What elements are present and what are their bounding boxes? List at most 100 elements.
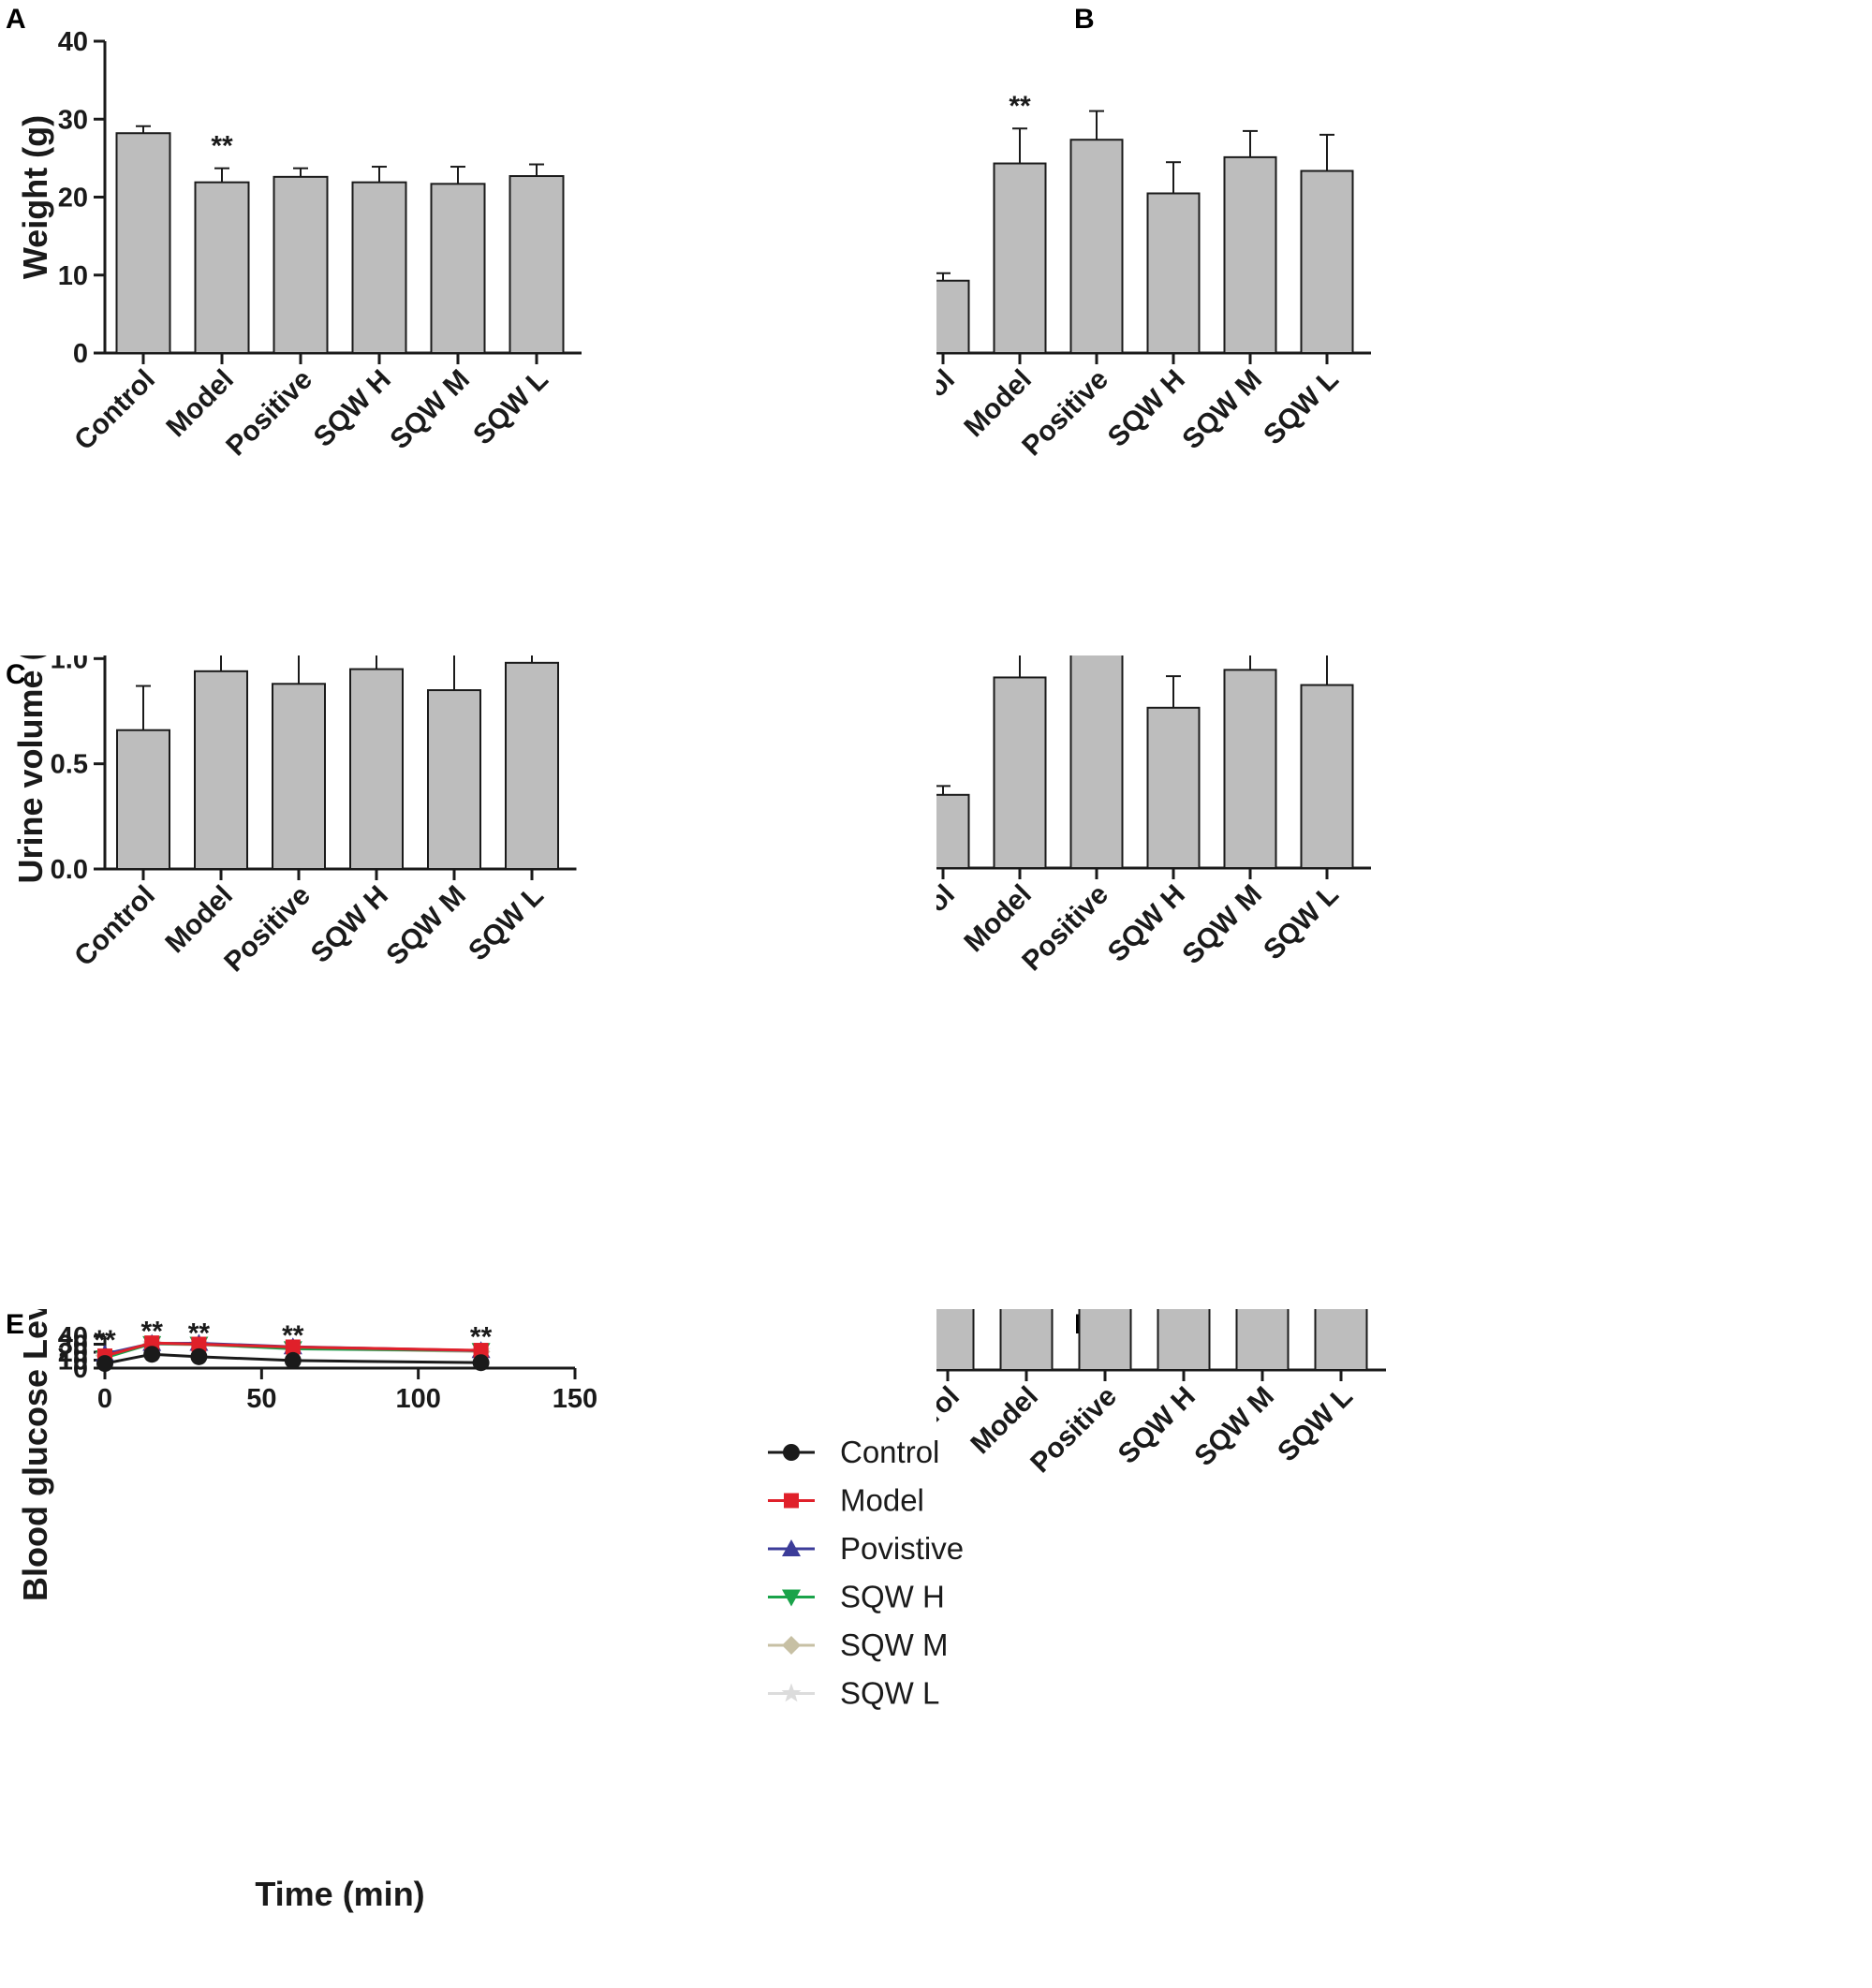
y-tick-label: 1.0 xyxy=(51,655,88,674)
significance-marker: ** xyxy=(188,1318,211,1348)
series-control xyxy=(96,1346,490,1373)
bar-sqw-h xyxy=(351,181,407,354)
data-point-model xyxy=(191,1336,207,1352)
y-axis-title: Weight (g) xyxy=(16,115,54,279)
category-label-sqw-l: SQW L xyxy=(1258,364,1345,451)
legend-marker-sqw-m xyxy=(782,1636,801,1655)
y-axis-title: Blood glucose Levels (mmol/L) xyxy=(16,1309,54,1601)
category-label-sqw-h: SQW H xyxy=(1102,879,1191,968)
data-point-control xyxy=(143,1346,161,1363)
bar-sqw-l xyxy=(1314,1309,1368,1372)
legend-marker-sqw-l xyxy=(781,1683,802,1702)
legend-label-control: Control xyxy=(840,1435,939,1469)
significance-marker: ** xyxy=(282,1320,304,1351)
legend-marker-control xyxy=(783,1444,800,1461)
bar-sqw-l xyxy=(509,175,565,354)
y-tick-label: 30 xyxy=(58,1331,88,1361)
category-label-sqw-h: SQW H xyxy=(305,880,394,969)
x-tick-label: 0 xyxy=(97,1384,112,1414)
bar-positive xyxy=(272,683,326,870)
category-label-sqw-l: SQW L xyxy=(467,364,554,451)
category-label-sqw-m: SQW M xyxy=(1176,364,1268,456)
y-tick-label: 20 xyxy=(58,184,88,214)
bar-model xyxy=(999,1309,1054,1371)
legend-marker-povistive xyxy=(782,1539,801,1556)
y-tick-label: 10 xyxy=(58,261,88,291)
plot-area: 0.00.51.01.5ControlModelPositiveSQW HSQW… xyxy=(11,655,577,978)
y-tick-label: 20 xyxy=(58,1338,88,1368)
bar-model xyxy=(993,162,1047,354)
bar-control xyxy=(115,132,171,354)
legend-label-povistive: Povistive xyxy=(840,1531,964,1566)
bar-sqw-m xyxy=(1235,1309,1290,1372)
bar-sqw-m xyxy=(430,183,486,354)
bar-sqw-h xyxy=(1146,706,1201,870)
bar-control xyxy=(936,1309,975,1371)
category-label-positive: Positive xyxy=(1016,364,1114,463)
panel-label-b: B xyxy=(1074,4,1095,35)
bar-positive xyxy=(1069,139,1124,354)
data-point-model xyxy=(144,1335,160,1351)
significance-marker: ** xyxy=(94,1325,116,1356)
category-label-control: Control xyxy=(936,879,961,972)
bar-positive xyxy=(273,175,329,354)
legend: Control Model Povistive SQW H SQW M SQW L xyxy=(768,1435,964,1711)
category-label-model: Model xyxy=(965,1381,1044,1461)
bar-sqw-h xyxy=(1157,1309,1211,1371)
data-point-control xyxy=(190,1347,208,1365)
bar-model xyxy=(194,670,248,871)
category-label-sqw-h: SQW H xyxy=(1113,1381,1201,1470)
category-label-positive: Positive xyxy=(1016,879,1114,978)
bar-sqw-l xyxy=(1300,684,1354,869)
y-tick-label: 10 xyxy=(58,1347,88,1377)
y-axis-title-main: Weight (g) xyxy=(16,115,54,279)
bar-sqw-l xyxy=(1300,169,1354,354)
category-label-sqw-m: SQW M xyxy=(1176,879,1268,971)
category-label-sqw-l: SQW L xyxy=(463,880,550,967)
bar-sqw-m xyxy=(1223,155,1277,354)
x-tick-label: 50 xyxy=(246,1384,276,1414)
bar-positive xyxy=(1069,655,1124,870)
x-tick-label: 100 xyxy=(395,1384,440,1414)
category-label-positive: Positive xyxy=(1024,1381,1123,1480)
legend-label-sqw-m: SQW M xyxy=(840,1627,948,1662)
bar-control xyxy=(936,793,970,869)
bar-sqw-h xyxy=(349,668,404,870)
bar-sqw-m xyxy=(427,689,481,870)
legend-label-sqw-h: SQW H xyxy=(840,1580,945,1614)
category-label-positive: Positive xyxy=(220,364,318,463)
bar-control xyxy=(936,279,970,354)
bar-model xyxy=(194,181,250,354)
chart-urine-volume: 0.00.51.01.5ControlModelPositiveSQW HSQW… xyxy=(11,655,577,978)
category-label-sqw-m: SQW M xyxy=(1188,1381,1280,1473)
category-label-sqw-l: SQW L xyxy=(1258,879,1345,966)
x-axis-title: Time (min) xyxy=(255,1875,424,1913)
panel-label-a: A xyxy=(6,4,26,35)
x-tick-label: 150 xyxy=(553,1384,597,1414)
data-point-control xyxy=(472,1354,490,1372)
data-point-control xyxy=(284,1351,302,1369)
bar-model xyxy=(993,676,1047,870)
data-point-control xyxy=(96,1355,113,1373)
data-point-model xyxy=(285,1339,301,1355)
significance-marker: ** xyxy=(1009,91,1031,122)
legend-marker-model xyxy=(784,1493,799,1509)
legend-marker-sqw-h xyxy=(782,1589,801,1607)
bar-sqw-m xyxy=(1223,669,1277,870)
legend-label-model: Model xyxy=(840,1483,924,1518)
data-point-model xyxy=(473,1343,489,1359)
category-label-sqw-m: SQW M xyxy=(384,364,476,456)
y-tick-label: 0 xyxy=(73,339,88,369)
bar-sqw-l xyxy=(505,661,559,870)
